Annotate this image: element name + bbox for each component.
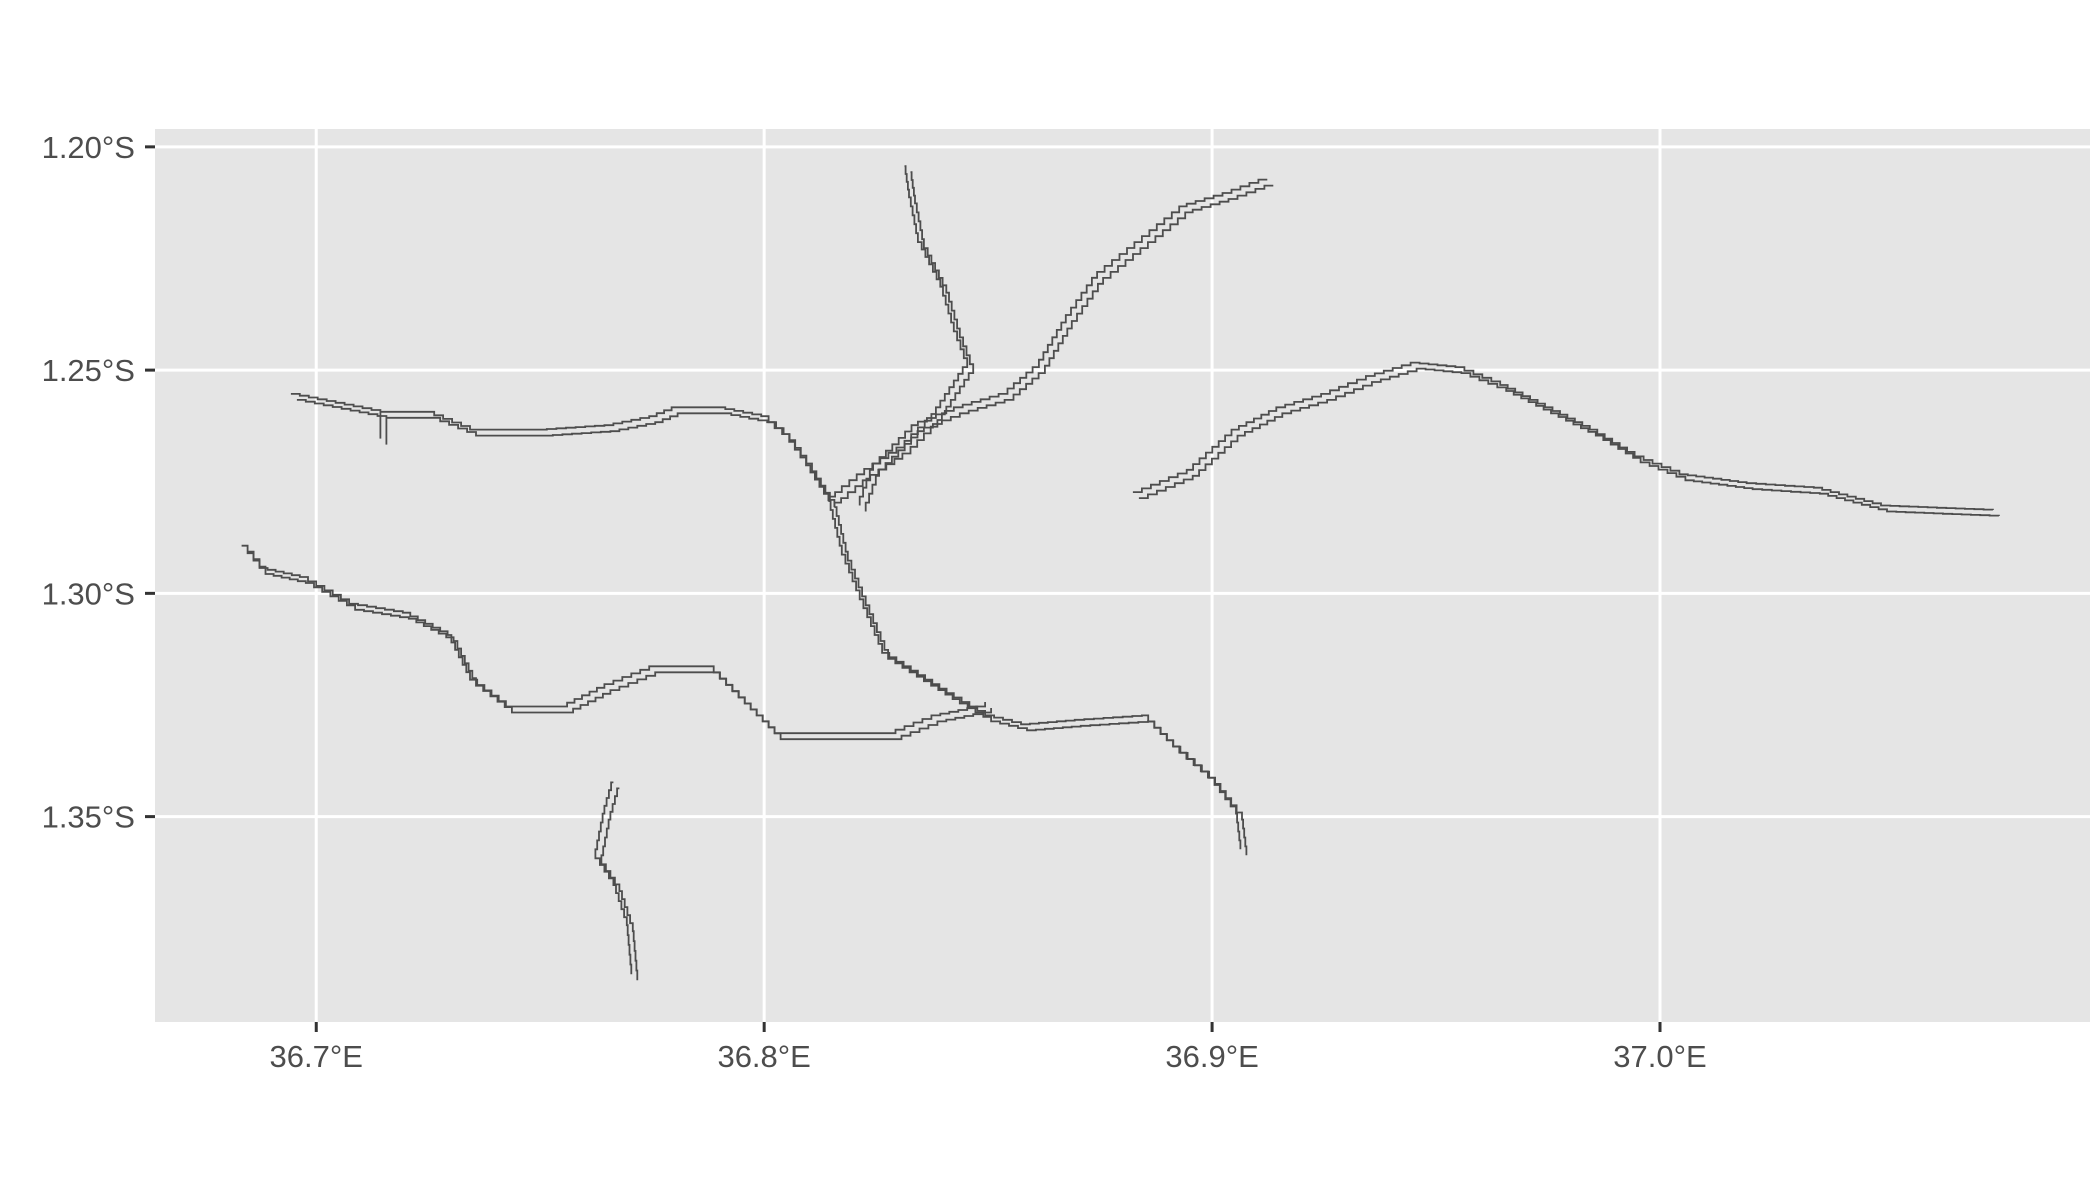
x-tick-label: 36.8°E <box>717 1039 810 1074</box>
river-bank-right <box>833 171 975 508</box>
x-tick-label: 37.0°E <box>1613 1039 1706 1074</box>
river-north-tributary <box>827 165 975 508</box>
river-northwest-stub <box>379 411 388 445</box>
river-bank-left <box>290 393 830 502</box>
river-northeast-tributary <box>858 178 1274 512</box>
river-east <box>1132 361 2000 517</box>
river-bank-left <box>828 500 1242 850</box>
river-bank-right <box>1138 367 2000 517</box>
y-tick-label: 1.25°S <box>42 353 135 388</box>
y-axis: 1.20°S 1.25°S 1.30°S 1.35°S <box>42 130 155 835</box>
river-bank-left <box>858 178 1268 506</box>
y-tick-label: 1.30°S <box>42 576 135 611</box>
river-layer <box>241 165 2000 981</box>
river-bank-right <box>864 184 1274 512</box>
y-tick-label: 1.20°S <box>42 130 135 165</box>
river-bank-right <box>247 550 992 741</box>
x-axis: 36.7°E 36.8°E 36.9°E 37.0°E <box>270 1022 1707 1074</box>
x-tick-label: 36.7°E <box>270 1039 363 1074</box>
x-tick-label: 36.9°E <box>1165 1039 1258 1074</box>
river-bank-left <box>241 544 986 735</box>
river-bank-left <box>1132 361 1994 511</box>
river-central-main <box>828 500 1248 856</box>
river-south-stub <box>594 781 639 981</box>
river-bank-right <box>600 787 639 981</box>
river-bank-right <box>834 506 1248 856</box>
river-bank-right <box>296 399 836 508</box>
y-tick-label: 1.35°S <box>42 800 135 835</box>
river-southwest <box>241 544 992 741</box>
grid-layer <box>155 129 2090 1022</box>
river-bank-left <box>827 165 969 502</box>
river-northwest <box>290 393 836 508</box>
plot-panel <box>155 129 2090 1022</box>
